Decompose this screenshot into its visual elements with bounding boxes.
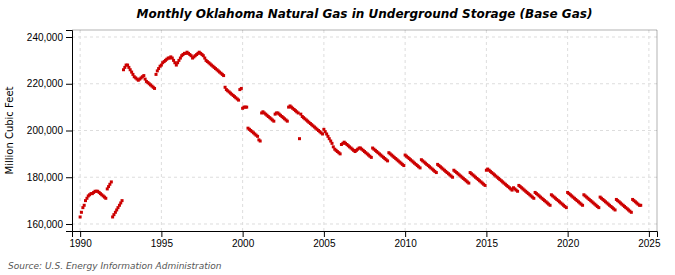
x-tick-mark bbox=[243, 231, 244, 237]
y-tick: 200,000 bbox=[27, 125, 72, 136]
chart-svg: 19901995200020052010201520202025160,0001… bbox=[0, 0, 675, 275]
x-tick-label: 2020 bbox=[557, 238, 580, 249]
point bbox=[435, 171, 438, 174]
point bbox=[121, 199, 124, 202]
point bbox=[321, 133, 324, 136]
point bbox=[80, 211, 83, 214]
plot-frame bbox=[72, 30, 657, 231]
x-tick-mark bbox=[649, 231, 650, 237]
title: Monthly Oklahoma Natural Gas in Undergro… bbox=[137, 7, 593, 21]
x-tick-mark bbox=[405, 231, 406, 237]
point bbox=[516, 190, 519, 193]
x-tick-label: 2015 bbox=[476, 238, 499, 249]
x-tick: 2015 bbox=[476, 231, 499, 249]
x-tick: 2025 bbox=[638, 231, 661, 249]
point bbox=[639, 204, 642, 207]
x-tick: 1995 bbox=[151, 231, 174, 249]
x-tick-mark bbox=[324, 231, 325, 237]
point bbox=[630, 211, 633, 214]
point bbox=[597, 206, 600, 209]
y-tick-mark bbox=[66, 224, 72, 225]
x-tick-mark bbox=[486, 231, 487, 237]
point bbox=[272, 120, 275, 123]
x-tick-label: 2025 bbox=[638, 238, 661, 249]
x-tick-label: 2010 bbox=[395, 238, 418, 249]
point bbox=[298, 137, 301, 140]
point bbox=[240, 87, 243, 90]
point bbox=[549, 204, 552, 207]
point bbox=[565, 206, 568, 209]
y-tick: 220,000 bbox=[27, 78, 72, 89]
points bbox=[79, 51, 643, 219]
y-grid-line bbox=[72, 177, 657, 178]
y-tick-label: 220,000 bbox=[27, 78, 64, 89]
point bbox=[581, 204, 584, 207]
point bbox=[237, 99, 240, 102]
x-axis-line bbox=[73, 232, 658, 238]
x-tick-mark bbox=[161, 231, 162, 237]
x-axis: 1990 1995 2000 2005 2010 2015 2020 2025 bbox=[70, 231, 661, 249]
point bbox=[532, 197, 535, 200]
y-grid-line bbox=[72, 37, 657, 38]
x-tick-label: 2000 bbox=[232, 238, 255, 249]
point bbox=[259, 140, 262, 143]
x-grid-line bbox=[567, 30, 568, 231]
point bbox=[104, 197, 107, 200]
point bbox=[386, 159, 389, 162]
y-tick: 180,000 bbox=[27, 172, 72, 183]
point bbox=[484, 184, 487, 187]
y-tick-label: 180,000 bbox=[27, 172, 64, 183]
point bbox=[614, 208, 617, 211]
y-grid-line bbox=[72, 83, 657, 84]
point bbox=[155, 73, 158, 76]
y-tick-label: 240,000 bbox=[27, 32, 64, 43]
grid bbox=[72, 30, 657, 231]
point bbox=[370, 156, 373, 159]
y-axis-title: Million Cubic Feet bbox=[4, 86, 15, 174]
x-tick: 2020 bbox=[557, 231, 580, 249]
point bbox=[222, 74, 225, 77]
x-tick-label: 1990 bbox=[70, 238, 93, 249]
x-tick: 1990 bbox=[70, 231, 93, 249]
point bbox=[402, 164, 405, 167]
point bbox=[110, 180, 113, 183]
x-grid-line bbox=[161, 30, 162, 231]
y-tick-mark bbox=[66, 131, 72, 132]
x-tick-mark bbox=[80, 231, 81, 237]
y-tick: 240,000 bbox=[27, 32, 72, 43]
point bbox=[467, 182, 470, 185]
x-tick: 2005 bbox=[313, 231, 336, 249]
point bbox=[256, 135, 259, 138]
y-tick-label: 160,000 bbox=[27, 219, 64, 230]
y-tick: 160,000 bbox=[27, 219, 72, 230]
chart-container: 19901995200020052010201520202025160,0001… bbox=[0, 0, 675, 275]
point bbox=[297, 111, 300, 114]
x-tick: 2000 bbox=[232, 231, 255, 249]
point bbox=[245, 106, 248, 109]
y-tick-mark bbox=[66, 177, 72, 178]
point bbox=[451, 176, 454, 179]
y-grid-line bbox=[72, 223, 657, 224]
y-axis: 160,000 180,000 200,000 220,000 240,000 bbox=[27, 31, 73, 232]
point bbox=[339, 152, 342, 155]
point bbox=[142, 74, 145, 77]
y-tick-mark bbox=[66, 84, 72, 85]
y-grid-line bbox=[72, 130, 657, 131]
y-axis-line bbox=[66, 31, 73, 232]
point bbox=[79, 215, 82, 218]
x-tick-mark bbox=[568, 231, 569, 237]
x-tick-label: 1995 bbox=[151, 238, 174, 249]
annotation: Source: U.S. Energy Information Administ… bbox=[8, 261, 222, 271]
point bbox=[286, 120, 289, 123]
point bbox=[153, 87, 156, 90]
y-tick-label: 200,000 bbox=[27, 125, 64, 136]
y-tick-mark bbox=[66, 37, 72, 38]
x-tick-label: 2005 bbox=[313, 238, 336, 249]
x-tick: 2010 bbox=[395, 231, 418, 249]
point bbox=[419, 166, 422, 169]
point bbox=[83, 204, 86, 207]
point bbox=[331, 142, 334, 145]
